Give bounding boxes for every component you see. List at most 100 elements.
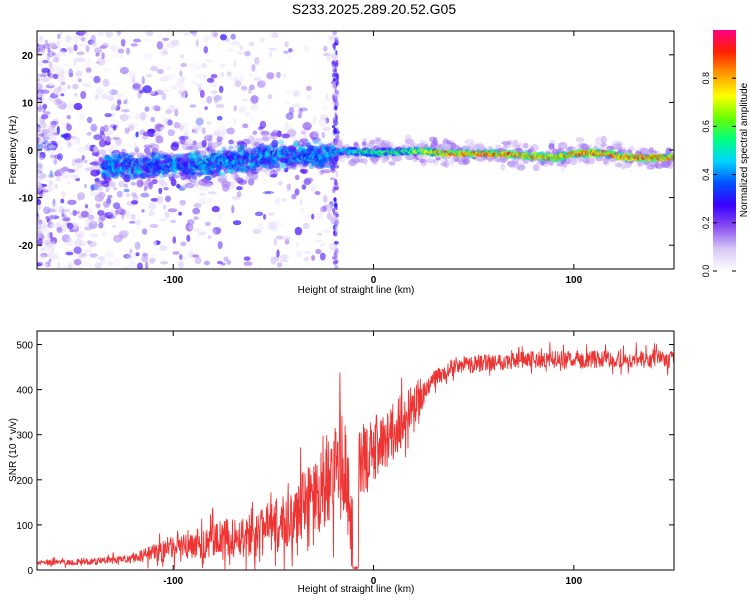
band-blob <box>185 146 193 151</box>
streak-blob <box>335 37 340 44</box>
noise-blob <box>43 206 50 213</box>
noise-blob <box>80 91 87 99</box>
noise-blob <box>142 85 152 94</box>
noise-blob <box>259 37 265 43</box>
noise-blob <box>221 31 230 35</box>
noise-blob <box>262 178 267 185</box>
band-blob <box>206 182 214 189</box>
noise-blob <box>303 250 312 255</box>
noise-blob <box>79 253 85 259</box>
noise-blob <box>278 180 283 186</box>
y-tick-label: 10 <box>22 98 34 109</box>
noise-blob <box>203 260 210 266</box>
noise-blob <box>267 94 273 100</box>
noise-blob <box>228 76 234 82</box>
band-blob <box>207 146 213 154</box>
x-tick-label: -100 <box>163 576 183 587</box>
noise-blob <box>205 35 214 41</box>
band-blob <box>440 161 447 167</box>
noise-blob <box>79 266 83 269</box>
noise-blob <box>115 209 119 216</box>
ridge-blob <box>110 152 117 159</box>
x-tick-label: 100 <box>565 275 582 286</box>
noise-blob <box>101 93 109 100</box>
band-blob <box>145 152 153 157</box>
snr-frame <box>36 330 675 571</box>
noise-blob <box>37 137 41 142</box>
noise-blob <box>264 191 275 194</box>
streak-blob <box>334 265 339 269</box>
noise-blob <box>146 73 153 78</box>
band-blob <box>338 158 346 163</box>
noise-blob <box>48 180 53 187</box>
noise-blob <box>47 149 56 154</box>
noise-blob <box>85 67 92 73</box>
ridge-blob <box>171 170 178 176</box>
noise-blob <box>65 251 74 256</box>
noise-blob <box>123 253 132 259</box>
noise-blob <box>323 45 328 52</box>
noise-blob <box>134 241 141 250</box>
noise-blob <box>140 116 145 122</box>
band-blob <box>363 158 368 166</box>
noise-blob <box>282 73 287 78</box>
band-blob <box>247 135 255 142</box>
noise-blob <box>171 84 178 90</box>
band-blob <box>443 159 450 168</box>
band-blob <box>113 202 121 210</box>
noise-blob <box>88 220 98 229</box>
noise-blob <box>37 223 40 231</box>
band-blob <box>562 162 568 168</box>
noise-blob <box>155 89 164 95</box>
band-blob <box>193 181 199 187</box>
noise-blob <box>111 117 116 124</box>
noise-blob <box>116 31 122 36</box>
band-blob <box>281 133 290 139</box>
noise-blob <box>251 63 256 72</box>
noise-blob <box>231 205 235 214</box>
band-blob <box>146 177 151 182</box>
noise-blob <box>218 85 224 94</box>
streak-blob <box>334 254 337 262</box>
noise-blob <box>160 48 169 57</box>
noise-blob <box>60 198 65 204</box>
ridge-blob <box>281 165 290 170</box>
noise-blob <box>55 176 61 182</box>
band-blob <box>419 158 426 163</box>
noise-blob <box>89 253 98 258</box>
noise-blob <box>189 181 194 189</box>
noise-blob <box>66 222 74 230</box>
band-blob <box>217 177 228 184</box>
noise-blob <box>48 67 54 74</box>
noise-blob <box>284 41 289 48</box>
noise-blob <box>104 145 114 152</box>
noise-blob <box>37 99 42 108</box>
streak-blob <box>334 40 339 46</box>
ridge-blob <box>163 154 171 159</box>
noise-blob <box>123 230 130 236</box>
noise-blob <box>37 263 42 267</box>
band-blob <box>188 138 193 143</box>
noise-blob <box>37 175 43 182</box>
noise-blob <box>46 248 54 257</box>
noise-blob <box>220 33 227 41</box>
noise-blob <box>267 212 275 217</box>
band-blob <box>329 164 336 171</box>
y-tick-label: -20 <box>19 241 34 252</box>
noise-blob <box>167 129 175 137</box>
noise-blob <box>252 228 262 234</box>
band-blob <box>586 157 596 165</box>
band-blob <box>485 146 491 150</box>
ridge-blob <box>127 155 134 162</box>
snr-x-ticks: -100 0 100 <box>163 331 583 587</box>
noise-blob <box>159 245 168 252</box>
noise-blob <box>37 92 42 98</box>
noise-blob <box>193 216 199 221</box>
ridge-blob <box>288 162 296 167</box>
noise-blob <box>272 221 277 228</box>
band-blob <box>99 213 106 222</box>
band-blob <box>532 164 540 172</box>
noise-blob <box>104 250 114 260</box>
noise-blob <box>250 95 259 104</box>
band-blob <box>562 143 567 149</box>
